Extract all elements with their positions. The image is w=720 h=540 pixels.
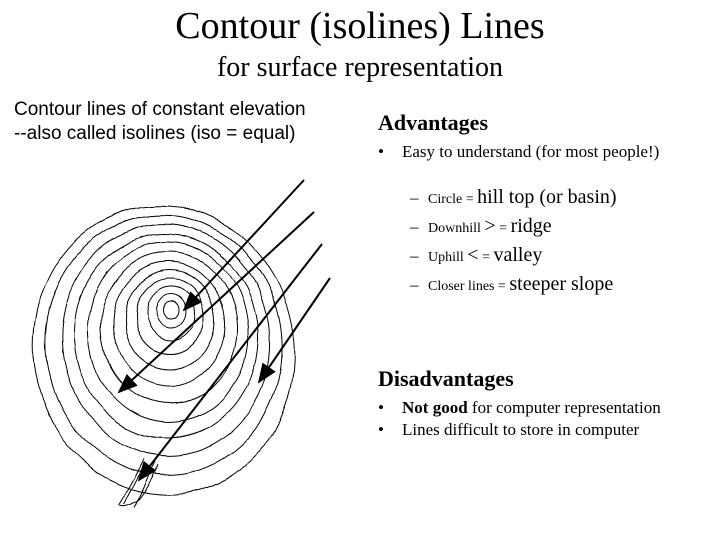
dash-prefix: Closer lines = xyxy=(428,279,509,294)
disadvantages-heading: Disadvantages xyxy=(378,366,514,392)
advantages-heading: Advantages xyxy=(378,110,488,136)
disadv-bold: Not good xyxy=(402,398,468,417)
dash-text: Circle = hill top (or basin) xyxy=(428,186,617,209)
dash-text: Closer lines = steeper slope xyxy=(428,273,613,296)
page-title: Contour (isolines) Lines xyxy=(0,4,720,48)
dash-main: steeper slope xyxy=(509,273,613,295)
contour-diagram xyxy=(24,160,354,520)
disadv-rest: for computer representation xyxy=(468,398,661,417)
advantages-main-text: Easy to understand (for most people!) xyxy=(402,142,659,162)
bullet-icon: • xyxy=(378,142,402,162)
contour-rings xyxy=(24,188,313,511)
disadv-item-1: • Not good for computer representation xyxy=(378,398,708,418)
dash-icon: – xyxy=(410,275,428,295)
disadv-item-2: • Lines difficult to store in computer xyxy=(378,420,708,440)
disadvantages-list: • Not good for computer representation •… xyxy=(378,396,708,442)
contour-svg xyxy=(24,160,354,520)
disadv-text: Not good for computer representation xyxy=(402,398,661,418)
dash-mid: = xyxy=(479,250,494,265)
dash-icon: – xyxy=(410,246,428,266)
dash-main: ridge xyxy=(511,215,552,237)
caption-line-2: --also called isolines (iso = equal) xyxy=(14,122,354,146)
dash-prefix: Uphill xyxy=(428,250,467,265)
advantages-dash-list: – Circle = hill top (or basin) – Downhil… xyxy=(410,180,710,302)
dash-text: Uphill < = valley xyxy=(428,244,542,267)
dash-main: hill top (or basin) xyxy=(477,186,616,208)
dash-item-uphill: – Uphill < = valley xyxy=(410,244,710,267)
dash-symbol: > xyxy=(484,215,495,237)
dash-symbol: < xyxy=(467,244,478,266)
left-caption: Contour lines of constant elevation --al… xyxy=(14,98,354,146)
dash-prefix: Circle = xyxy=(428,192,477,207)
dash-text: Downhill > = ridge xyxy=(428,215,552,238)
caption-line-1: Contour lines of constant elevation xyxy=(14,98,354,122)
advantages-list: • Easy to understand (for most people!) xyxy=(378,138,708,166)
bullet-icon: • xyxy=(378,420,402,440)
slide: Contour (isolines) Lines for surface rep… xyxy=(0,0,720,540)
page-subtitle: for surface representation xyxy=(0,52,720,84)
dash-item-downhill: – Downhill > = ridge xyxy=(410,215,710,238)
disadv-text: Lines difficult to store in computer xyxy=(402,420,639,440)
advantages-main-bullet: • Easy to understand (for most people!) xyxy=(378,142,708,162)
dash-mid: = xyxy=(496,221,511,236)
bullet-icon: • xyxy=(378,398,402,418)
dash-main: valley xyxy=(493,244,542,266)
dash-prefix: Downhill xyxy=(428,221,484,236)
dash-icon: – xyxy=(410,217,428,237)
dash-icon: – xyxy=(410,188,428,208)
dash-item-circle: – Circle = hill top (or basin) xyxy=(410,186,710,209)
dash-item-closer: – Closer lines = steeper slope xyxy=(410,273,710,296)
